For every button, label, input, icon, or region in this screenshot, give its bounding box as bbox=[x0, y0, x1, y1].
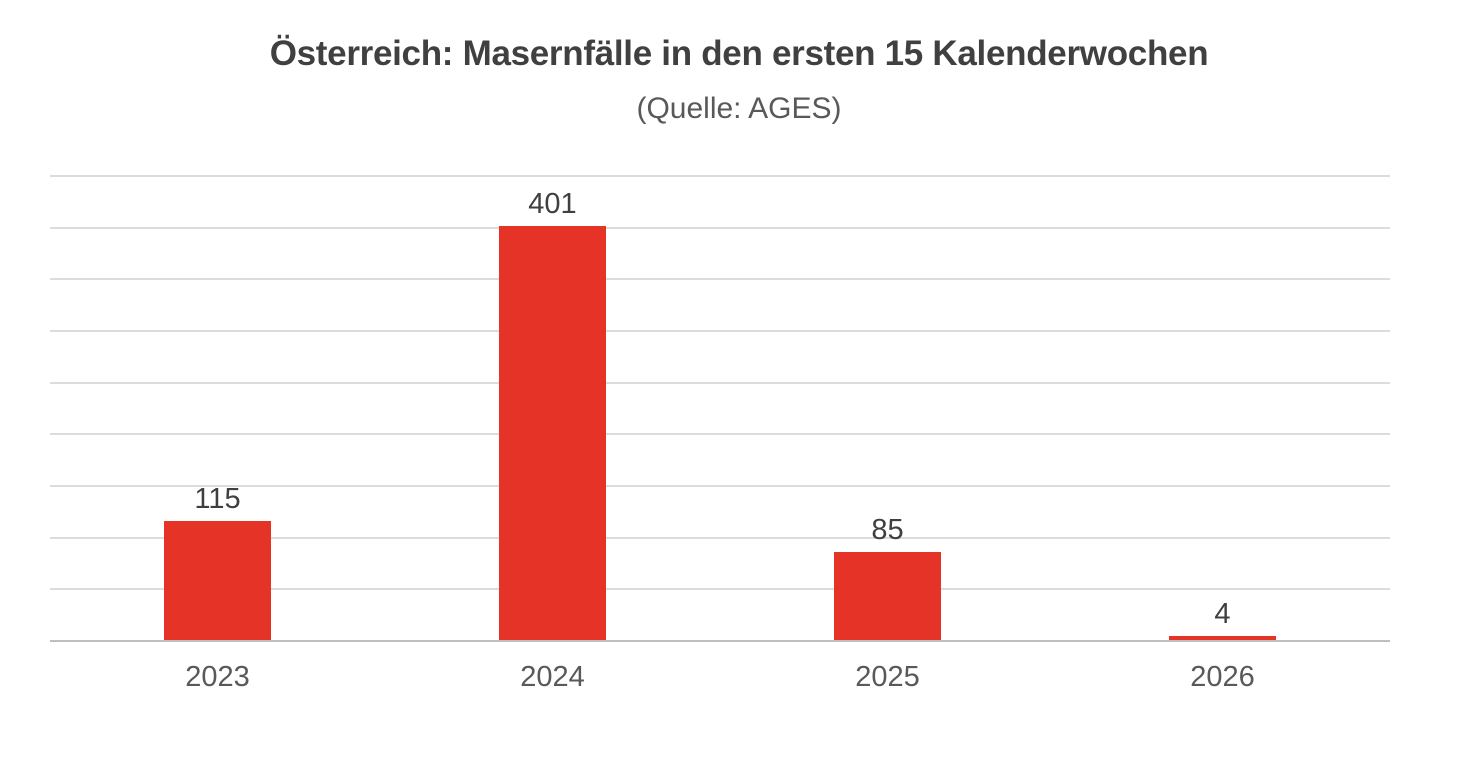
bar-column-2023: 115 bbox=[50, 175, 385, 640]
plot-area: 115 401 85 4 bbox=[50, 175, 1390, 642]
gridline bbox=[50, 175, 1390, 177]
data-label-2025: 85 bbox=[871, 514, 904, 547]
gridline bbox=[50, 588, 1390, 591]
x-axis-line bbox=[50, 640, 1390, 642]
chart-subtitle: (Quelle: AGES) bbox=[636, 92, 842, 125]
x-tick-label-2024: 2024 bbox=[520, 661, 585, 693]
gridline bbox=[50, 329, 1390, 332]
x-tick-label-2023: 2023 bbox=[185, 661, 250, 693]
data-label-2026: 4 bbox=[1214, 597, 1231, 630]
bar-2023 bbox=[164, 521, 271, 640]
gridline bbox=[50, 536, 1390, 539]
data-label-2024: 401 bbox=[528, 187, 577, 220]
gridline bbox=[50, 226, 1390, 229]
x-tick-label-2025: 2025 bbox=[855, 661, 920, 693]
x-axis-tick-labels: 2023 2024 2025 2026 bbox=[50, 661, 1390, 694]
gridline bbox=[50, 278, 1390, 281]
gridline bbox=[50, 484, 1390, 487]
x-tick-label-2026: 2026 bbox=[1190, 661, 1255, 693]
chart-title: Österreich: Masernfälle in den ersten 15… bbox=[269, 34, 1209, 73]
gridline bbox=[50, 433, 1390, 436]
bar-2025 bbox=[834, 552, 941, 640]
bar-column-2026: 4 bbox=[1055, 175, 1390, 640]
bar-column-2024: 401 bbox=[385, 175, 720, 640]
data-label-2023: 115 bbox=[194, 483, 241, 516]
bar-column-2025: 85 bbox=[720, 175, 1055, 640]
bar-2026 bbox=[1169, 635, 1276, 640]
bar-2024 bbox=[499, 225, 606, 640]
gridline bbox=[50, 381, 1390, 384]
